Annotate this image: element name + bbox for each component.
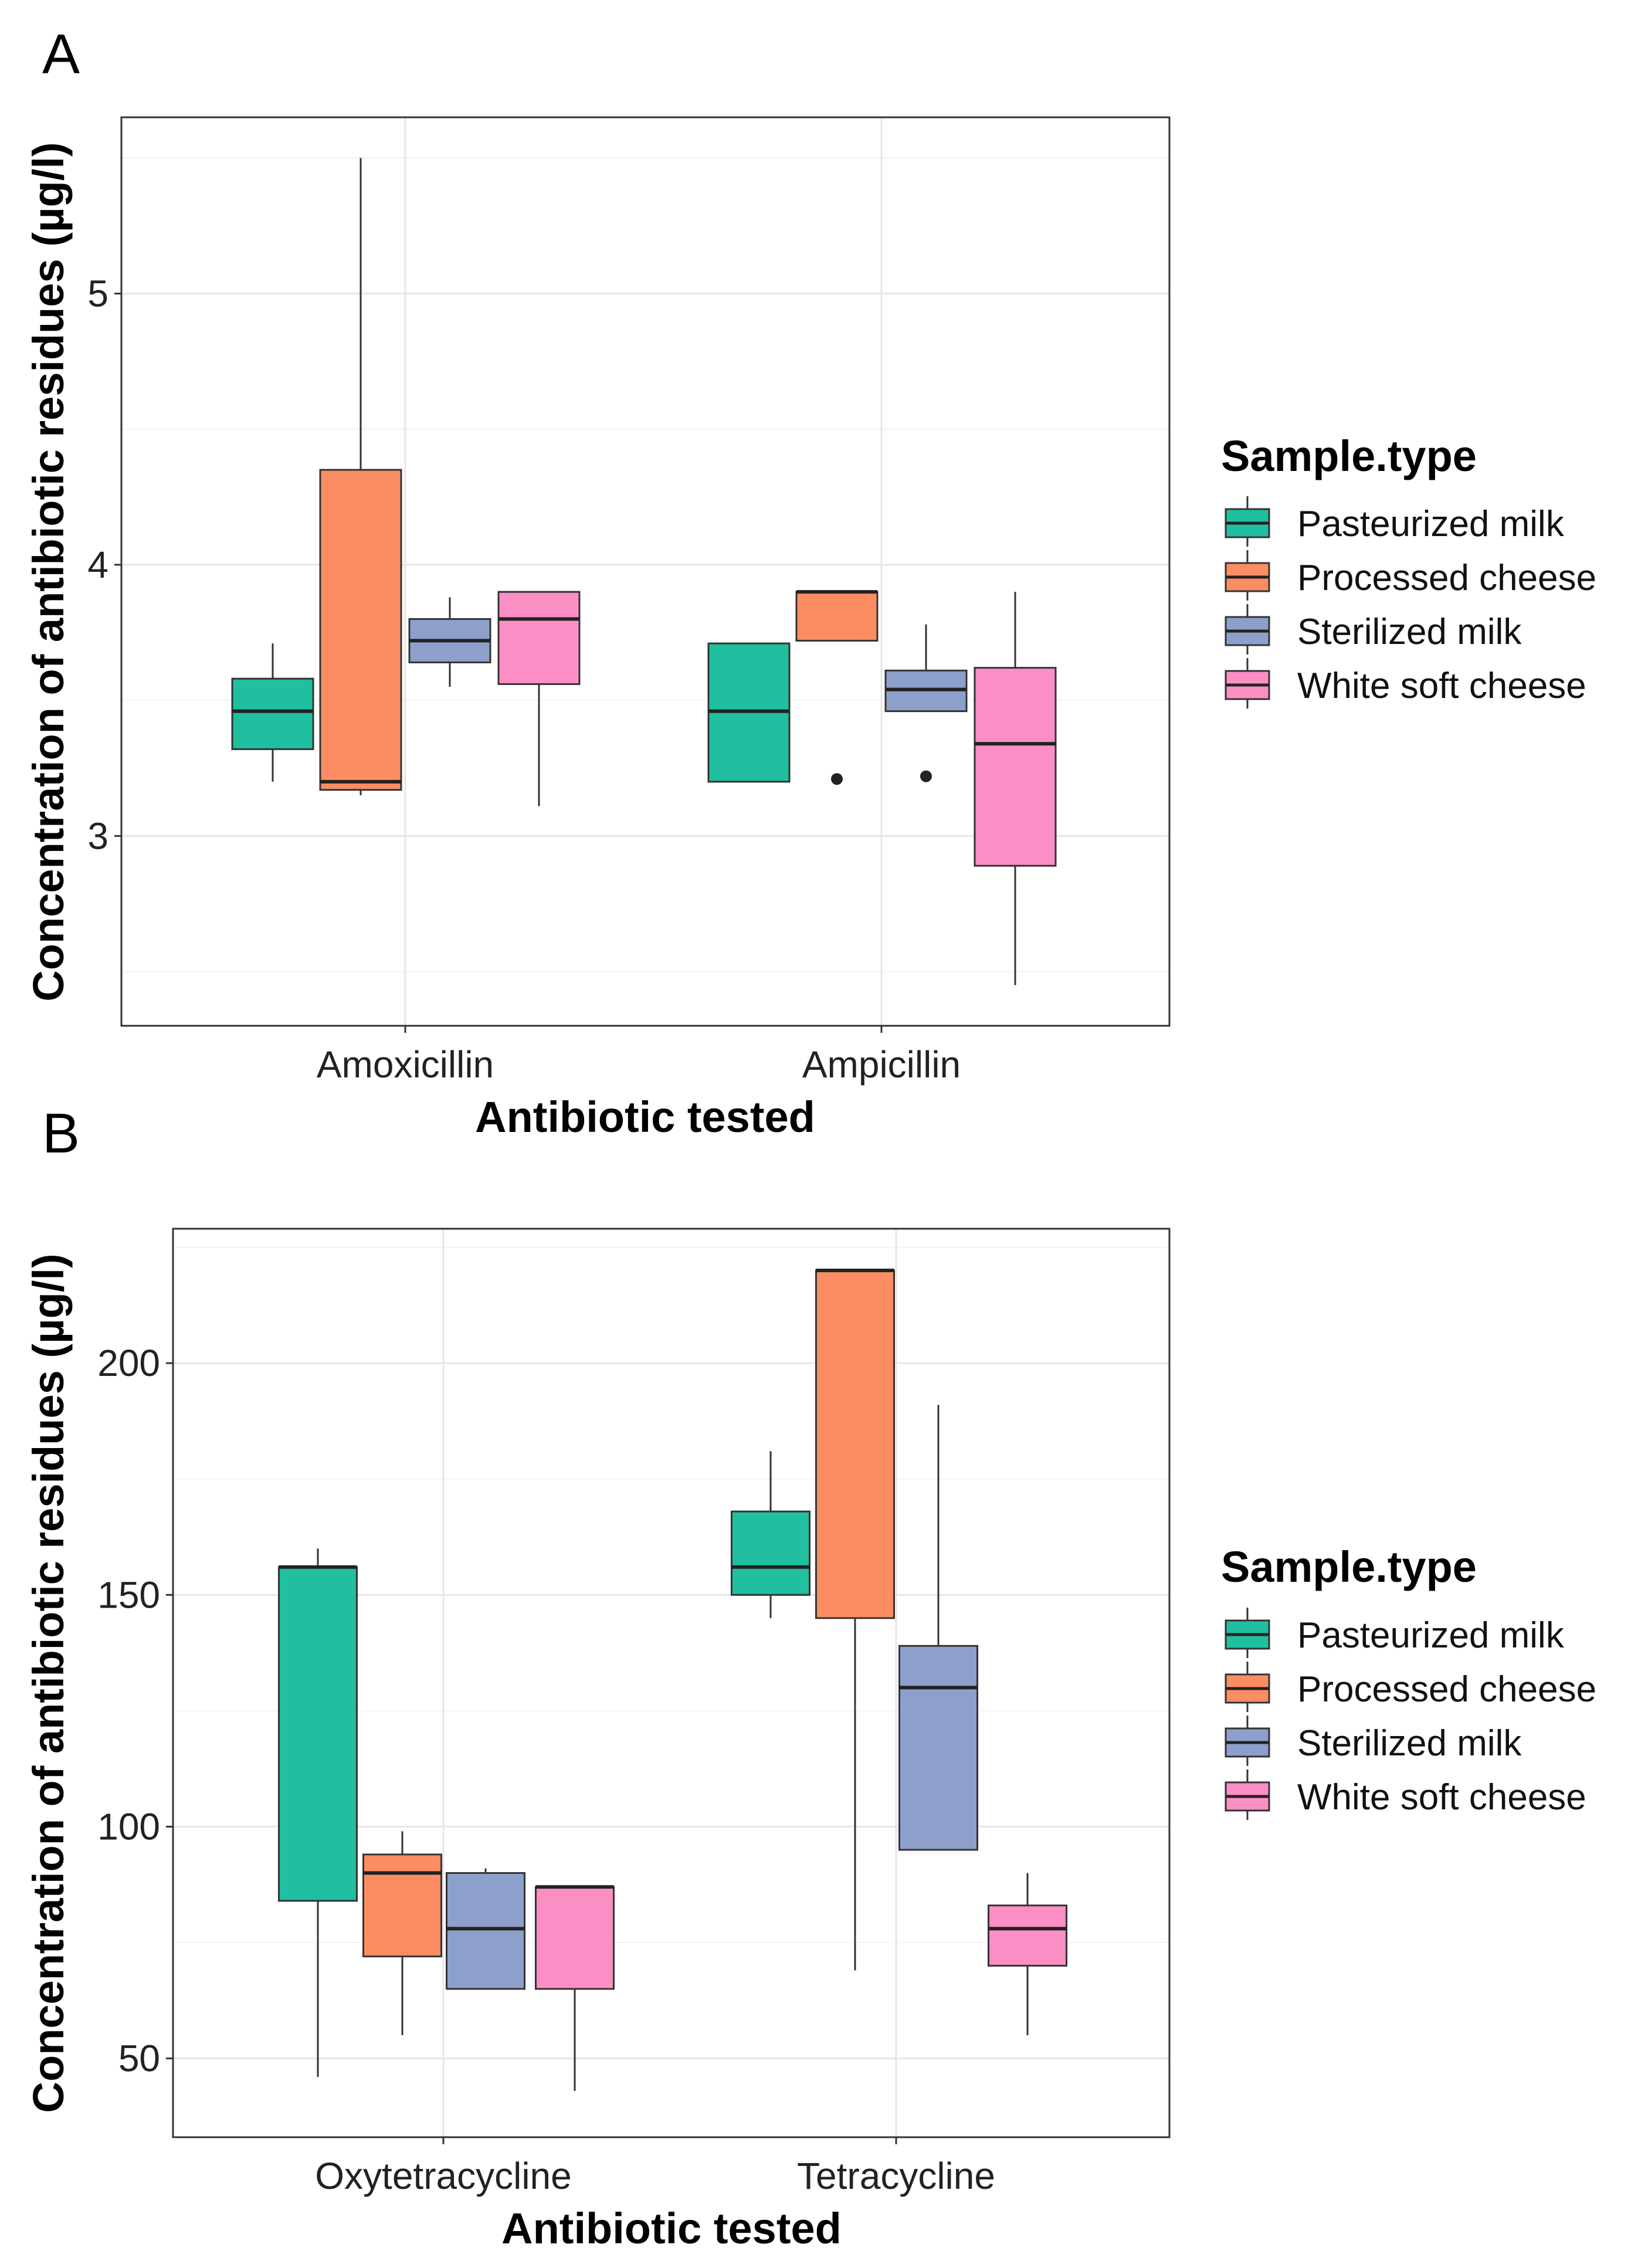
box-body (988, 1904, 1067, 1967)
legend-label: Processed cheese (1297, 1669, 1596, 1710)
panel-b-legend: Sample.type Pasteurized milk Processed ch… (1221, 1542, 1596, 1820)
panel-b-plot-area (172, 1228, 1171, 2138)
legend-label: Sterilized milk (1297, 612, 1522, 652)
panel-a-box-pasteurized-milk-amoxicillin (231, 643, 314, 782)
box-body (319, 469, 402, 791)
panel-b-plot-border (172, 1228, 1171, 2138)
panel-b-y-tick-label: 50 (118, 2038, 160, 2080)
panel-b-y-ticks: 50 100 150 200 (97, 1342, 173, 2080)
panel-b-y-axis-title: Concentration of antibiotic residues (µg… (24, 1253, 73, 2113)
panel-b-x-tick-label-oxytetracycline: Oxytetracycline (315, 2155, 571, 2197)
panel-a-legend-title: Sample.type (1221, 432, 1477, 480)
legend-item-processed-cheese: Processed cheese (1225, 550, 1596, 601)
legend-item-processed-cheese: Processed cheese (1225, 1662, 1596, 1712)
panel-b-x-axis-title: Antibiotic tested (501, 2204, 842, 2253)
panel-a-x-axis-title: Antibiotic tested (475, 1093, 815, 1141)
panel-a-box-sterilized-milk-amoxicillin (408, 597, 491, 687)
panel-a-y-ticks: 3 4 5 (87, 273, 121, 857)
panel-b-legend-title: Sample.type (1221, 1542, 1477, 1591)
panel-b-box-pasteurized-milk-tetracycline (731, 1451, 810, 1618)
panel-b-box-sterilized-milk-tetracycline (898, 1405, 978, 1851)
panel-b-y-tick-label: 150 (97, 1574, 160, 1616)
panel-a-box-pasteurized-milk-ampicillin (707, 642, 791, 783)
panel-a-y-axis-title: Concentration of antibiotic residues (µg… (24, 142, 73, 1001)
panel-b-box-pasteurized-milk-oxytetracycline (278, 1548, 358, 2077)
panel-a-box-processed-cheese-amoxicillin (319, 158, 402, 795)
panel-b-box-white-soft-cheese-oxytetracycline (535, 1885, 615, 2091)
box-body (974, 667, 1057, 867)
panel-a-y-tick-label: 5 (87, 273, 108, 315)
legend-item-white-soft-cheese: White soft cheese (1225, 1769, 1586, 1820)
panel-a-x-ticks: Amoxicillin Ampicillin (317, 1026, 961, 1086)
panel-a-letter: A (42, 23, 80, 86)
legend-label: Pasteurized milk (1297, 1615, 1565, 1656)
legend-item-pasteurized-milk: Pasteurized milk (1225, 496, 1565, 547)
legend-item-white-soft-cheese: White soft cheese (1225, 658, 1586, 708)
legend-label: Processed cheese (1297, 558, 1596, 598)
box-body (362, 1853, 442, 1958)
panel-b-box-white-soft-cheese-tetracycline (988, 1873, 1067, 2036)
panel-b: B 50 100 150 200 Oxytetracycline Tetracyclin… (24, 1102, 1596, 2253)
panel-a: A 3 4 5 Amoxicillin Ampicillin Antibiotic t… (24, 23, 1596, 1141)
panel-b-y-tick-label: 100 (97, 1805, 160, 1847)
panel-b-letter: B (42, 1102, 80, 1165)
box-body (278, 1566, 358, 1902)
panel-b-x-ticks: Oxytetracycline Tetracycline (315, 2137, 995, 2197)
legend-label: White soft cheese (1297, 1777, 1586, 1818)
panel-b-box-processed-cheese-tetracycline (815, 1269, 895, 1971)
panel-a-x-tick-label-amoxicillin: Amoxicillin (317, 1043, 494, 1086)
box-body (231, 677, 314, 750)
panel-b-y-tick-label: 200 (97, 1342, 160, 1384)
legend-label: Sterilized milk (1297, 1723, 1522, 1764)
outlier-point (920, 770, 932, 782)
panel-a-box-white-soft-cheese-ampicillin (974, 592, 1057, 985)
outlier-point (831, 773, 843, 785)
panel-a-box-processed-cheese-ampicillin (795, 590, 879, 785)
legend-item-sterilized-milk: Sterilized milk (1225, 1716, 1522, 1766)
panel-a-y-tick-label: 4 (87, 544, 108, 586)
legend-item-sterilized-milk: Sterilized milk (1225, 604, 1522, 655)
box-body (535, 1886, 615, 1990)
panel-a-box-sterilized-milk-ampicillin (884, 624, 968, 782)
box-body (446, 1872, 525, 1990)
panel-a-box-white-soft-cheese-amoxicillin (497, 591, 581, 806)
legend-label: White soft cheese (1297, 666, 1586, 706)
panel-b-box-sterilized-milk-oxytetracycline (446, 1868, 525, 1990)
legend-label: Pasteurized milk (1297, 504, 1565, 544)
box-body (815, 1269, 895, 1619)
panel-a-plot-area (120, 116, 1171, 1027)
legend-item-pasteurized-milk: Pasteurized milk (1225, 1608, 1565, 1658)
box-body (497, 591, 581, 685)
panel-a-x-tick-label-ampicillin: Ampicillin (802, 1043, 961, 1086)
panel-b-x-tick-label-tetracycline: Tetracycline (797, 2155, 995, 2197)
box-body (731, 1510, 810, 1596)
box-body (898, 1645, 978, 1851)
panel-a-plot-border (120, 116, 1171, 1027)
panel-a-y-tick-label: 3 (87, 815, 108, 857)
panel-b-box-processed-cheese-oxytetracycline (362, 1831, 442, 2036)
panel-a-plot-background (121, 117, 1169, 1026)
panel-a-legend: Sample.type Pasteurized milk Processed ch… (1221, 432, 1596, 708)
box-body (795, 591, 879, 642)
